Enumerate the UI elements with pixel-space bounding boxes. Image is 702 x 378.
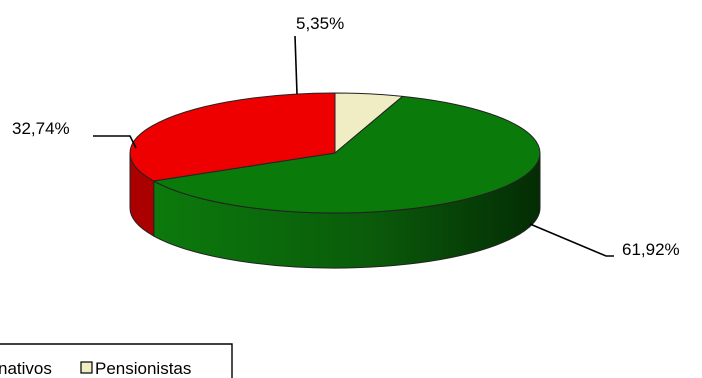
pie-slice-3: [129, 92, 336, 182]
legend: nativos Pensionistas: [0, 343, 233, 378]
legend-swatch-pensionistas: [80, 361, 93, 374]
pie-slices: [129, 92, 541, 269]
leader-line-pensionistas: [294, 35, 298, 95]
leader-line-slice-3: [529, 223, 614, 257]
leader-lines: [93, 35, 614, 257]
data-label-slice-3: 61,92%: [622, 240, 680, 259]
legend-label-pensionistas: Pensionistas: [95, 359, 191, 378]
pie-slice-2: [152, 95, 541, 214]
data-label-pensionistas: 5,35%: [296, 14, 344, 33]
leader-line-slice-2: [93, 135, 137, 149]
data-label-slice-2: 32,74%: [12, 119, 70, 138]
legend-frame: [0, 343, 233, 378]
legend-entry-partial: nativos: [0, 359, 52, 378]
